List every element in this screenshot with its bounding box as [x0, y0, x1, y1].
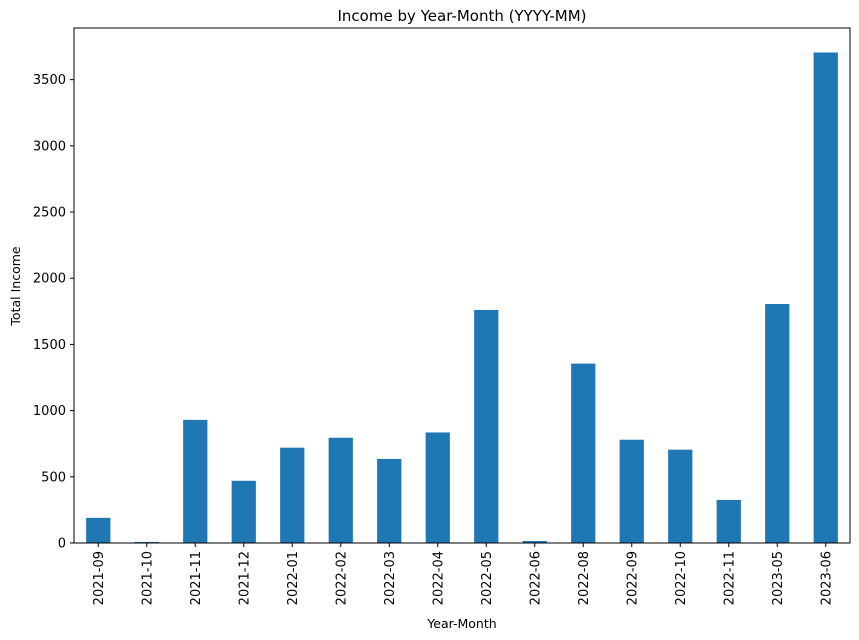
bar-2022-04 — [425, 432, 450, 543]
x-tick-label: 2021-09 — [92, 551, 107, 605]
x-tick-label: 2023-05 — [771, 551, 786, 605]
y-tick-label: 3500 — [33, 73, 66, 88]
x-tick-label: 2022-05 — [480, 551, 495, 605]
y-axis: 0 500 1000 1500 2000 2500 3000 3500 — [33, 73, 74, 552]
x-tick-label: 2022-10 — [674, 551, 689, 605]
bar-2021-10 — [134, 541, 159, 543]
bar-2022-11 — [716, 499, 741, 543]
chart-title: Income by Year-Month (YYYY-MM) — [338, 7, 587, 25]
x-tick-label: 2022-02 — [334, 551, 349, 605]
bar-2022-10 — [668, 449, 693, 543]
bar-2022-09 — [619, 439, 644, 543]
x-tick-label: 2022-06 — [528, 551, 543, 605]
y-tick-label: 1000 — [33, 404, 66, 419]
plot-frame — [73, 27, 851, 544]
x-tick-label: 2021-12 — [237, 551, 252, 605]
bar-2021-11 — [183, 419, 208, 543]
x-tick-label: 2022-01 — [286, 551, 301, 605]
y-tick-label: 2500 — [33, 206, 66, 221]
x-tick-label: 2022-09 — [625, 551, 640, 605]
x-tick-label: 2022-03 — [383, 551, 398, 605]
x-tick-label: 2021-11 — [189, 551, 204, 605]
y-tick-label: 500 — [41, 470, 66, 485]
bar-2022-02 — [328, 437, 353, 543]
bar-2022-01 — [280, 447, 305, 543]
x-tick-label: 2022-11 — [722, 551, 737, 605]
x-tick-label: 2022-08 — [577, 551, 592, 605]
x-axis-label: Year-Month — [426, 616, 496, 631]
x-axis: 2021-09 2021-10 2021-11 2021-12 2022-01 2022-… — [92, 543, 834, 605]
bar-2022-03 — [377, 458, 402, 543]
bar-2021-09 — [86, 517, 111, 543]
bar-2022-06 — [522, 541, 547, 543]
bars-group — [86, 52, 838, 544]
x-tick-label: 2021-10 — [140, 551, 155, 605]
bar-2021-12 — [231, 480, 256, 543]
bar-2023-05 — [765, 304, 790, 543]
y-tick-label: 3000 — [33, 139, 66, 154]
bar-2023-06 — [813, 52, 838, 544]
x-tick-label: 2022-04 — [431, 551, 446, 605]
x-tick-label: 2023-06 — [819, 551, 834, 605]
y-tick-label: 1500 — [33, 338, 66, 353]
bar-2022-08 — [571, 363, 596, 543]
bar-2022-05 — [474, 309, 499, 543]
y-tick-label: 2000 — [33, 272, 66, 287]
y-tick-label: 0 — [58, 537, 66, 552]
y-axis-label: Total Income — [8, 246, 23, 326]
